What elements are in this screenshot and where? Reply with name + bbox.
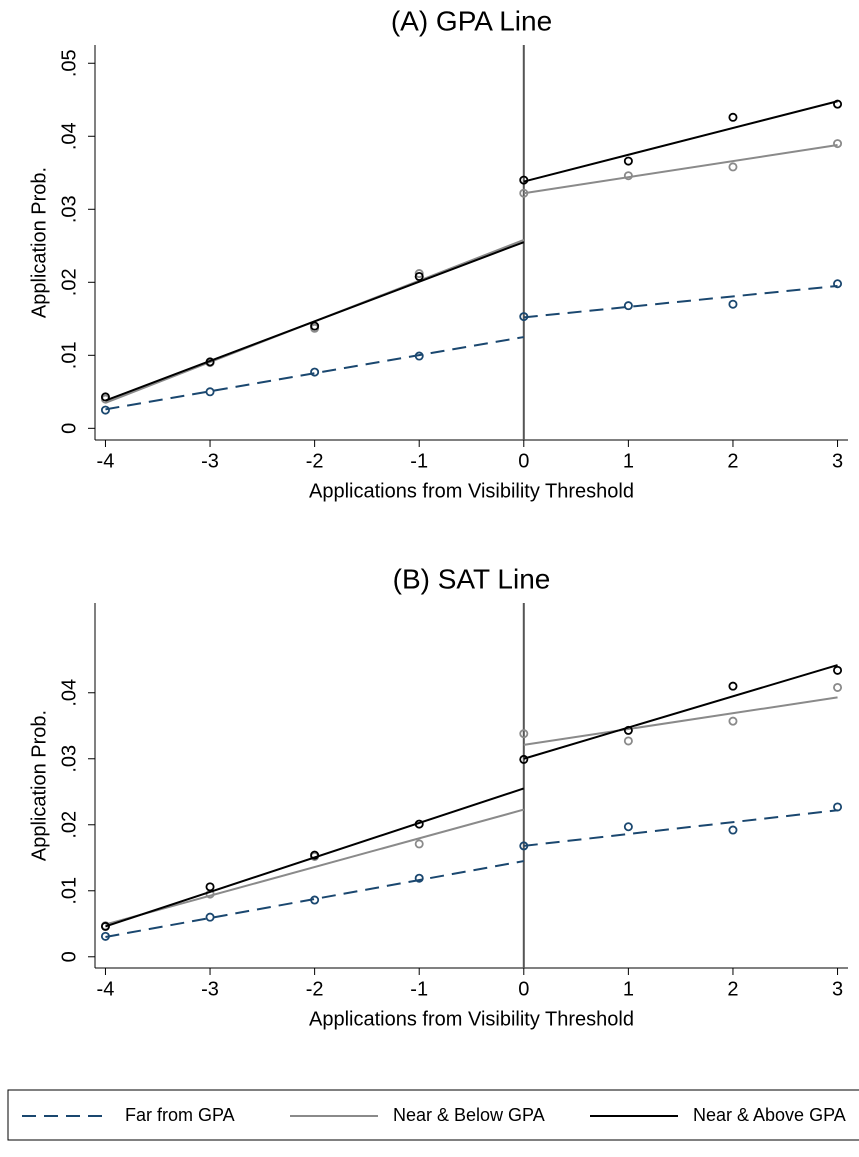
x-tick-label: 1 [623,978,634,1000]
data-point [728,162,738,172]
data-point [519,841,529,851]
legend-label: Near & Above GPA [693,1105,846,1125]
x-tick-label: 3 [832,450,843,472]
data-point [728,716,738,726]
data-point [833,665,843,675]
data-point [519,312,529,322]
data-point [100,931,110,941]
data-point [310,321,320,331]
x-tick-label: 0 [518,450,529,472]
y-tick-label: .02 [58,811,80,839]
data-point [205,912,215,922]
data-point [205,357,215,367]
data-point [623,725,633,735]
legend-label: Near & Below GPA [393,1105,545,1125]
x-tick-label: -3 [201,978,219,1000]
data-point [728,112,738,122]
fit-line [105,808,525,926]
chart-title: (B) SAT Line [393,563,551,594]
y-tick-label: .03 [58,195,80,223]
legend-box [7,1089,859,1141]
legend-label: Far from GPA [125,1105,235,1125]
data-point [623,171,633,181]
fit-line [523,284,838,319]
fit-line [105,241,525,402]
x-tick-label: -4 [97,978,115,1000]
y-tick-label: .03 [58,745,80,773]
data-point [833,99,843,109]
x-tick-label: -2 [306,450,324,472]
data-point [205,882,215,892]
data-point [310,850,320,860]
x-tick-label: -3 [201,450,219,472]
x-tick-label: -1 [410,978,428,1000]
y-tick-label: .01 [58,877,80,905]
data-point [519,754,529,764]
x-tick-label: -2 [306,978,324,1000]
data-point [728,681,738,691]
chart-title: (A) GPA Line [391,5,552,36]
fit-line [523,696,838,746]
data-point [728,825,738,835]
data-point [728,299,738,309]
data-point [623,301,633,311]
data-point [623,822,633,832]
y-tick-label: .01 [58,341,80,369]
y-axis-label: Application Prob. [28,710,50,861]
y-tick-label: 0 [58,423,80,434]
data-point [100,921,110,931]
data-point [833,802,843,812]
data-point [414,873,424,883]
x-tick-label: 2 [727,978,738,1000]
fit-line [105,860,524,938]
data-point [414,269,424,279]
y-tick-label: .02 [58,268,80,296]
x-axis-label: Applications from Visibility Threshold [309,480,634,502]
data-point [833,279,843,289]
data-point [623,156,633,166]
fit-line [523,664,838,760]
data-point [414,271,424,281]
data-point [414,819,424,829]
y-tick-label: .05 [58,49,80,77]
data-point [833,139,843,149]
y-tick-label: 0 [58,951,80,962]
data-point [414,839,424,849]
data-point [519,188,529,198]
fit-line [105,787,525,928]
x-axis-label: Applications from Visibility Threshold [309,1008,634,1030]
data-point [100,392,110,402]
fit-line [523,100,838,183]
data-point [100,405,110,415]
data-point [623,736,633,746]
fit-line [105,336,524,411]
data-point [310,367,320,377]
x-tick-label: 0 [518,978,529,1000]
data-point [519,175,529,185]
y-axis-label: Application Prob. [28,167,50,318]
x-tick-label: 1 [623,450,634,472]
fit-line [523,144,838,195]
data-point [205,387,215,397]
data-point [519,729,529,739]
data-point [833,682,843,692]
y-tick-label: .04 [58,679,80,707]
data-point [310,895,320,905]
y-tick-label: .04 [58,122,80,150]
x-tick-label: 3 [832,978,843,1000]
x-tick-label: -4 [97,450,115,472]
data-point [414,351,424,361]
x-tick-label: 2 [727,450,738,472]
fit-line [523,809,838,847]
x-tick-label: -1 [410,450,428,472]
